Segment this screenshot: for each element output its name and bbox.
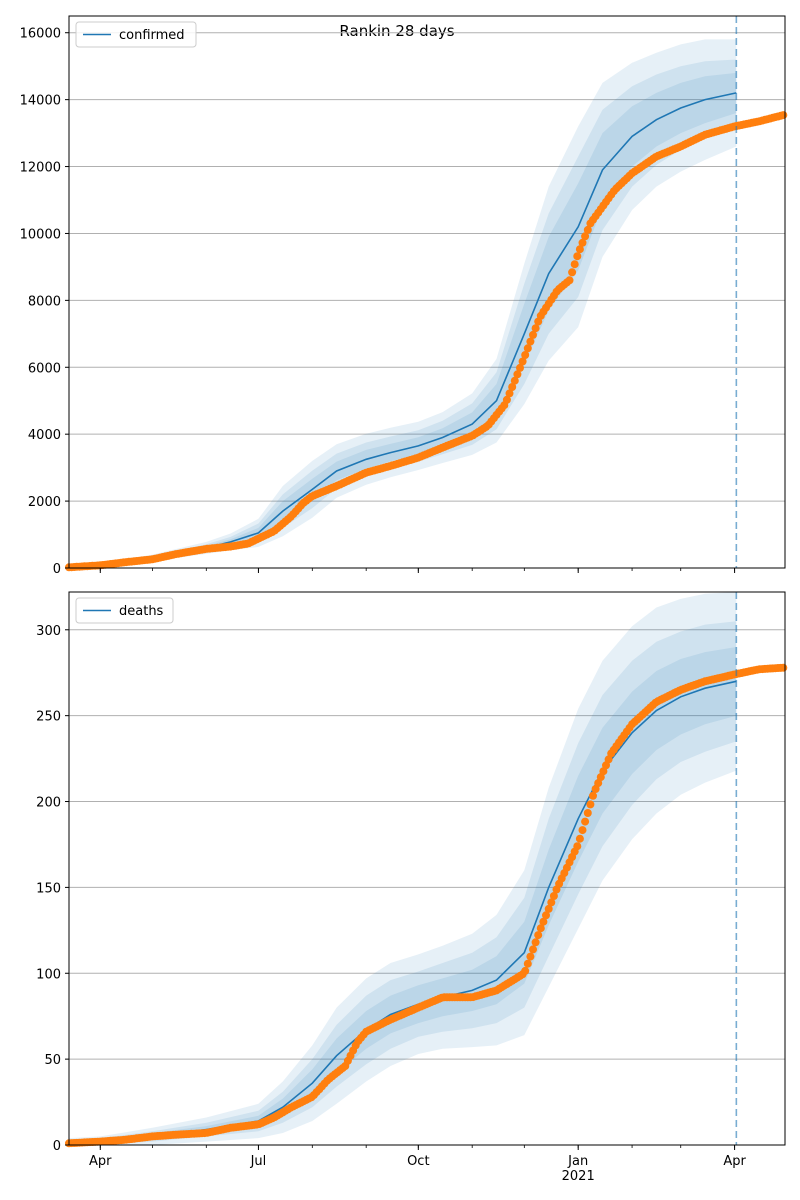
observed-point [581, 817, 590, 826]
observed-point [516, 363, 524, 372]
observed-point [575, 834, 584, 843]
legend: confirmed [75, 21, 197, 48]
confirmed-panel: 0 2000 4000 6000 8000 10000 12000 14000 16000 con… [20, 15, 788, 577]
figure-title: Rankin 28 days [339, 22, 454, 40]
legend-label: confirmed [119, 28, 185, 43]
observed-point [518, 357, 527, 366]
observed-point [604, 755, 613, 764]
uncertainty-band [69, 59, 737, 568]
observed-point [575, 245, 584, 254]
observed-point [578, 826, 587, 835]
y-tick-label: 14000 [20, 94, 61, 109]
y-tick-label: 200 [36, 796, 61, 811]
model-series-line [68, 92, 737, 569]
uncertainty-band [69, 39, 737, 568]
observed-point [544, 904, 553, 913]
observed-point [549, 892, 558, 900]
x-tick-label: Jan [567, 1154, 588, 1169]
y-tick-label: 0 [53, 1139, 61, 1154]
observed-point [531, 938, 540, 947]
observed-point [523, 344, 532, 353]
observed-points [65, 111, 788, 572]
x-tick-label: Jul [250, 1154, 267, 1169]
observed-point [570, 260, 579, 269]
axes-frame [68, 15, 786, 569]
y-tick-label: 100 [36, 967, 61, 982]
observed-point [779, 111, 788, 120]
x-tick-label: Oct [407, 1154, 429, 1169]
y-tick-label: 16000 [20, 27, 61, 42]
x-tick-label: Apr [89, 1154, 112, 1169]
y-tick-label: 2000 [28, 495, 61, 510]
axes-frame [68, 591, 786, 1146]
observed-point [521, 351, 530, 359]
observed-point [583, 809, 592, 817]
observed-point [573, 842, 582, 851]
observed-point [547, 898, 556, 907]
observed-point [510, 376, 519, 385]
y-tick-label: 10000 [20, 227, 61, 242]
uncertainty-band [69, 621, 737, 1145]
legend-box [75, 21, 197, 48]
observed-point [502, 395, 511, 404]
observed-point [542, 911, 550, 920]
observed-point [508, 383, 517, 391]
y-tick-label: 8000 [28, 294, 61, 309]
observed-point [529, 330, 537, 339]
y-tick-label: 4000 [28, 428, 61, 443]
observed-point [513, 370, 522, 379]
observed-point [583, 225, 592, 234]
observed-point [539, 917, 548, 926]
y-tick-label: 300 [36, 624, 61, 639]
observed-point [578, 238, 587, 247]
x-tick-sublabel: 2021 [562, 1169, 595, 1184]
y-tick-label: 12000 [20, 161, 61, 176]
observed-point [573, 252, 582, 261]
y-tick-label: 250 [36, 710, 61, 725]
observed-point [589, 791, 597, 800]
observed-point [581, 232, 590, 241]
observed-point [523, 959, 532, 968]
y-tick-label: 6000 [28, 361, 61, 376]
legend-box [75, 597, 174, 624]
y-tick-label: 0 [53, 562, 61, 577]
observed-point [529, 945, 537, 954]
observed-point [531, 324, 540, 333]
observed-point [568, 268, 577, 277]
legend-label: deaths [119, 604, 164, 619]
observed-point [526, 952, 535, 961]
observed-point [521, 966, 530, 975]
observed-points [65, 663, 788, 1148]
observed-point [594, 779, 603, 788]
uncertainty-band [69, 72, 737, 568]
observed-point [526, 337, 535, 346]
observed-point [536, 924, 545, 933]
observed-point [505, 389, 514, 398]
y-tick-label: 50 [44, 1053, 61, 1068]
observed-point [586, 800, 595, 809]
observed-point [779, 663, 788, 672]
observed-point [534, 931, 543, 940]
x-tick-label: Apr [723, 1154, 746, 1169]
y-tick-label: 150 [36, 881, 61, 896]
observed-point [565, 276, 574, 285]
legend: deaths [75, 597, 174, 624]
uncertainty-band [69, 592, 737, 1145]
